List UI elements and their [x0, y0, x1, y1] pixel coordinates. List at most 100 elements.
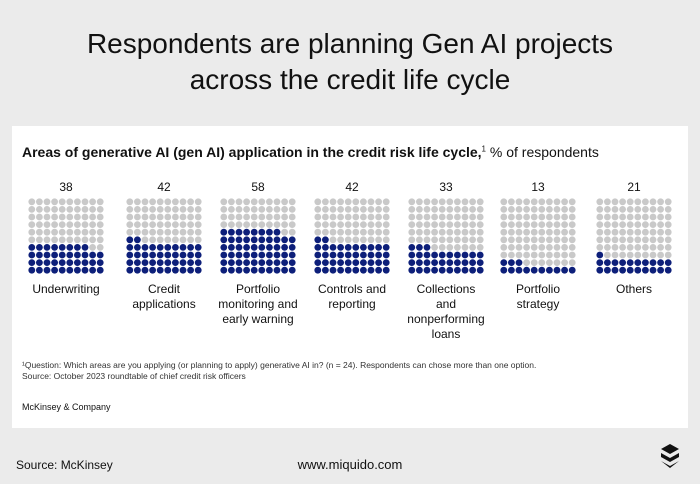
waffle-dot-filled [74, 244, 81, 251]
waffle-dot-empty [51, 221, 58, 228]
waffle-dot-empty [96, 244, 104, 251]
waffle-dot-empty [611, 236, 619, 244]
waffle-dot-empty [329, 228, 337, 236]
waffle-dot-empty [538, 198, 546, 206]
waffle-dot-empty [58, 206, 66, 213]
waffle-dot-empty [553, 198, 561, 206]
waffle-dot-filled [649, 259, 657, 266]
waffle-dot-empty [58, 198, 66, 206]
waffle-dot-filled [220, 228, 228, 236]
waffle-dot-empty [382, 206, 390, 213]
waffle-dot-empty [530, 221, 538, 228]
chart-title-footnote-marker: 1 [481, 144, 486, 154]
waffle-dot-empty [596, 198, 604, 206]
waffle-dot-filled [553, 266, 561, 274]
waffle-dot-empty [51, 228, 58, 236]
waffle-dot-empty [508, 213, 515, 221]
waffle-dot-empty [619, 228, 626, 236]
waffle-dot-empty [352, 206, 360, 213]
waffle-dot-filled [134, 251, 141, 259]
waffle-dot-empty [344, 213, 352, 221]
waffle-dot-empty [546, 228, 553, 236]
waffle-dot-empty [538, 221, 546, 228]
waffle-dot-empty [235, 221, 243, 228]
waffle-dot-filled [28, 259, 36, 266]
waffle-dot-empty [596, 213, 604, 221]
waffle-dot-empty [619, 213, 626, 221]
waffle-dot-empty [172, 198, 179, 206]
waffle-dot-empty [337, 213, 344, 221]
waffle-dot-filled [194, 244, 202, 251]
waffle-dot-empty [530, 206, 538, 213]
waffle-dot-empty [515, 213, 523, 221]
waffle-dot-filled [461, 251, 469, 259]
waffle-dot-empty [657, 221, 664, 228]
waffle-dot-empty [179, 236, 187, 244]
waffle-dot-filled [156, 251, 164, 259]
waffle-dot-filled [228, 251, 235, 259]
waffle-dot-empty [642, 244, 649, 251]
waffle-dot-filled [36, 266, 43, 274]
footer-site-link[interactable]: www.miquido.com [297, 457, 403, 472]
waffle-dot-empty [281, 228, 288, 236]
waffle-dot-empty [367, 228, 375, 236]
waffle-dot-empty [81, 236, 89, 244]
waffle-dot-empty [273, 206, 281, 213]
brand-mckinsey: McKinsey & Company [22, 402, 111, 412]
category-label: Others [615, 282, 652, 296]
waffle-dot-empty [626, 198, 634, 206]
waffle-dot-filled [228, 228, 235, 236]
waffle-dot-empty [431, 244, 438, 251]
waffle-dot-filled [344, 266, 352, 274]
waffle-dot-empty [611, 206, 619, 213]
waffle-dot-empty [243, 198, 250, 206]
waffle-dot-empty [156, 198, 164, 206]
waffle-dot-filled [243, 236, 250, 244]
waffle-dot-filled [243, 266, 250, 274]
waffle-dot-empty [530, 198, 538, 206]
waffle-dot-empty [561, 198, 568, 206]
waffle-dot-empty [530, 259, 538, 266]
waffle-dot-filled [172, 251, 179, 259]
waffle-dot-filled [43, 266, 51, 274]
waffle-dot-filled [220, 244, 228, 251]
waffle-dot-empty [179, 221, 187, 228]
waffle-dot-filled [476, 251, 484, 259]
waffle-dot-filled [619, 259, 626, 266]
waffle-dot-filled [416, 251, 423, 259]
waffle-dot-filled [431, 266, 438, 274]
waffle-dot-empty [134, 198, 141, 206]
waffle-dot-empty [228, 198, 235, 206]
waffle-dot-empty [642, 206, 649, 213]
waffle-dot-empty [375, 206, 382, 213]
waffle-dot-empty [568, 206, 576, 213]
waffle-dot-filled [164, 266, 172, 274]
waffle-dot-filled [250, 228, 258, 236]
waffle-dot-empty [438, 221, 446, 228]
waffle-dot-empty [561, 244, 568, 251]
waffle-dot-empty [228, 213, 235, 221]
waffle-dot-empty [664, 198, 672, 206]
waffle-dot-empty [187, 213, 194, 221]
waffle-dot-empty [220, 206, 228, 213]
waffle-dot-filled [360, 244, 367, 251]
waffle-dot-empty [66, 228, 74, 236]
waffle-dot-filled [546, 266, 553, 274]
waffle-dot-empty [657, 228, 664, 236]
waffle-dot-empty [553, 221, 561, 228]
waffle-dot-empty [664, 228, 672, 236]
waffle-dot-filled [538, 266, 546, 274]
waffle-dot-empty [461, 244, 469, 251]
waffle-dot-empty [568, 236, 576, 244]
waffle-dot-empty [367, 206, 375, 213]
waffle-dot-filled [288, 266, 296, 274]
waffle-dot-filled [164, 251, 172, 259]
waffle-dot-filled [141, 266, 149, 274]
waffle-dot-empty [329, 236, 337, 244]
waffle-dot-empty [469, 206, 476, 213]
chart-title: Areas of generative AI (gen AI) applicat… [22, 144, 599, 160]
waffle-dot-empty [546, 221, 553, 228]
waffle-dot-empty [228, 221, 235, 228]
waffle-dot-empty [360, 236, 367, 244]
waffle-dot-filled [51, 259, 58, 266]
